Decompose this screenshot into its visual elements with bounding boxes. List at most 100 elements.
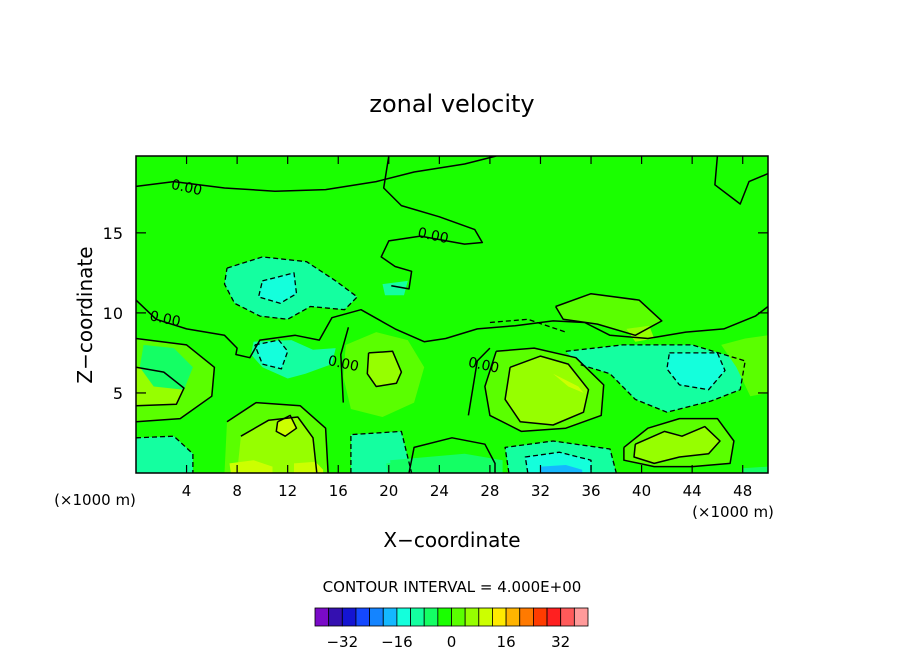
negative-contour-line-23: [350, 430, 413, 473]
x-tick-label-48: 48: [733, 482, 752, 500]
contour-region-32: [742, 466, 768, 473]
x-axis-ticks: 4 8 12 16 20 24 28 32 36 40 44 48: [182, 156, 752, 500]
colorbar: [314, 607, 589, 627]
colorbar-swatch-12: [478, 607, 493, 627]
colorbar-swatch-8: [423, 607, 439, 627]
y-axis-label: Z−coordinate: [73, 246, 97, 383]
contour-region-6: [258, 272, 297, 304]
colorbar-swatch-10: [451, 607, 466, 627]
x-tick-label-44: 44: [683, 482, 702, 500]
negative-contour-line-20: [254, 339, 289, 370]
contour-lines: [136, 156, 768, 473]
x-axis-label: X−coordinate: [383, 528, 520, 552]
contour-region-11: [540, 465, 583, 473]
colorbar-swatch-0: [314, 607, 330, 627]
contour-region-22: [367, 351, 402, 387]
negative-contour-line-22: [666, 352, 726, 391]
colorbar-label-3: 16: [497, 633, 516, 651]
contour-region-8: [136, 436, 193, 473]
y-tick-label-15: 15: [103, 224, 123, 243]
colorbar-label-0: −32: [326, 633, 358, 651]
colorbar-label-2: 0: [447, 633, 457, 651]
colorbar-swatch-1: [328, 607, 343, 627]
positive-contour-line-1: [380, 156, 484, 290]
colorbar-swatch-4: [369, 607, 384, 627]
colorbar-swatch-16: [533, 607, 548, 627]
x-units-right: (×1000 m): [692, 503, 774, 521]
negative-contour-line-26: [524, 451, 592, 473]
colorbar-swatch-6: [396, 607, 411, 627]
colorbar-swatch-5: [382, 607, 398, 627]
y-tick-label-10: 10: [103, 304, 123, 323]
x-tick-label-8: 8: [232, 482, 242, 500]
x-tick-label-32: 32: [531, 482, 550, 500]
y-axis-ticks: 5 10 15: [103, 224, 768, 403]
negative-contour-line-24: [136, 435, 194, 473]
positive-contour-line-16: [554, 292, 663, 337]
positive-contour-line-12: [484, 347, 605, 433]
positive-contour-line-2: [714, 156, 768, 205]
colorbar-swatch-7: [410, 607, 425, 627]
contour-region-4: [666, 352, 725, 390]
x-units-left: (×1000 m): [54, 491, 136, 509]
colorbar-swatch-13: [492, 607, 507, 627]
contour-region-17: [237, 417, 317, 473]
chart-title: zonal velocity: [369, 90, 534, 118]
negative-contour-line-21: [565, 344, 746, 413]
colorbar-labels: −32 −16 0 16 32: [326, 633, 570, 651]
colorbar-swatch-18: [560, 607, 575, 627]
negative-contour-line-27: [489, 318, 567, 333]
colorbar-label-4: 32: [551, 633, 570, 651]
contour-label-1: 0.00: [416, 225, 450, 247]
contour-region-24: [505, 356, 589, 425]
contour-region-5: [254, 340, 288, 369]
positive-contour-line-13: [504, 355, 590, 426]
contour-region-19: [229, 460, 273, 473]
contour-label-2: 0.00: [148, 308, 182, 330]
colorbar-swatch-9: [437, 607, 452, 627]
positive-contour-line-7: [136, 366, 185, 407]
y-tick-label-5: 5: [113, 384, 123, 403]
positive-contour-line-10: [275, 414, 298, 437]
positive-contour-line-8: [226, 401, 329, 473]
plot-frame: [135, 155, 769, 474]
x-tick-label-28: 28: [480, 482, 499, 500]
colorbar-swatch-14: [505, 607, 521, 627]
x-tick-label-36: 36: [581, 482, 600, 500]
colorbar-label-1: −16: [381, 633, 413, 651]
colorbar-swatch-17: [546, 607, 562, 627]
contour-labels: 0.00 0.00 0.00 0.00 0.00: [148, 177, 500, 377]
x-tick-label-24: 24: [430, 482, 449, 500]
positive-contour-line-9: [240, 416, 318, 473]
positive-contour-line-5: [467, 347, 491, 416]
negative-contour-line-19: [257, 272, 298, 304]
x-tick-label-12: 12: [278, 482, 297, 500]
negative-contour-line-25: [504, 440, 617, 473]
contour-label-3: 0.00: [326, 353, 360, 375]
colorbar-swatch-11: [464, 607, 480, 627]
contour-label-4: 0.00: [467, 355, 501, 377]
contour-label-0: 0.00: [170, 177, 204, 199]
positive-contour-line-6: [136, 337, 216, 423]
positive-contour-line-0: [136, 156, 497, 192]
contour-region-29: [555, 293, 662, 336]
contour-region-25: [553, 373, 584, 393]
positive-contour-line-14: [623, 417, 735, 468]
positive-contour-line-3: [136, 299, 768, 359]
colorbar-swatch-3: [355, 607, 371, 627]
positive-contour-line-11: [366, 350, 403, 388]
positive-contour-line-17: [408, 437, 496, 473]
x-tick-label-20: 20: [379, 482, 398, 500]
colorbar-swatch-19: [573, 607, 589, 627]
contour-interval-text: CONTOUR INTERVAL = 4.000E+00: [323, 578, 582, 596]
colorbar-swatch-2: [341, 607, 357, 627]
positive-contour-line-15: [633, 425, 721, 465]
contour-region-15: [139, 344, 193, 390]
negative-contour-line-18: [223, 256, 358, 320]
x-tick-label-16: 16: [329, 482, 348, 500]
x-tick-label-40: 40: [632, 482, 651, 500]
colorbar-swatch-15: [519, 607, 534, 627]
positive-contour-line-4: [340, 327, 350, 403]
x-tick-label-4: 4: [182, 482, 192, 500]
